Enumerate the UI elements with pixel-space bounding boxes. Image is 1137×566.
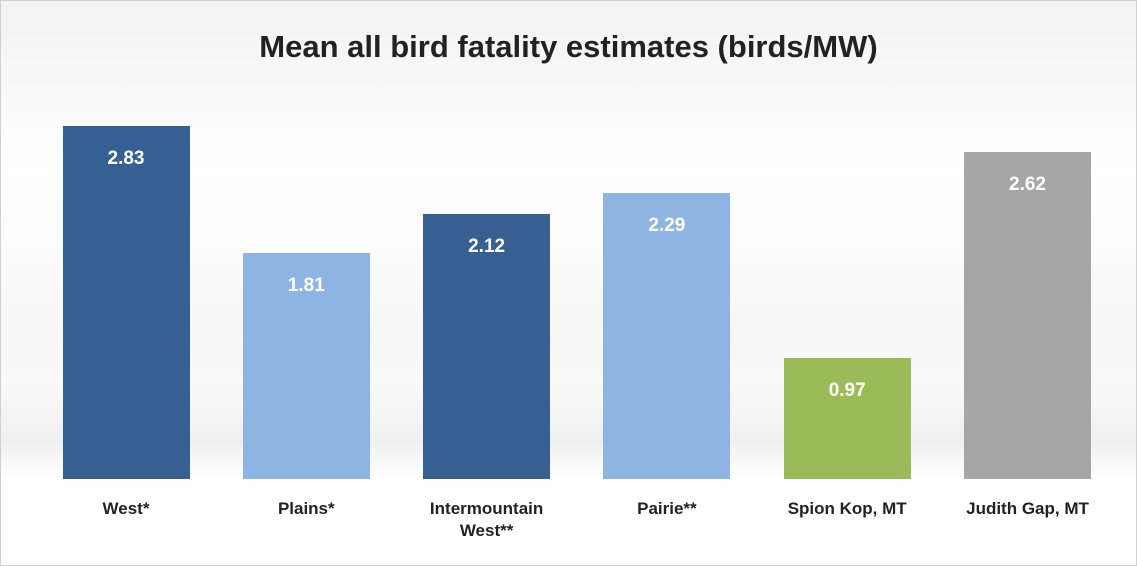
bar [242,253,370,479]
x-tick-label: Pairie** [637,499,697,518]
data-label: 2.12 [468,236,506,258]
x-tick-label: Judith Gap, MT [966,499,1089,518]
bar [423,214,551,479]
bar [603,193,731,479]
x-tick-label: Intermountain West** [429,499,544,540]
floor-shadow [1,381,1136,481]
data-label: 0.97 [828,379,866,401]
x-tick-label: West* [102,499,150,518]
x-tick-label: Spion Kop, MT [787,499,907,518]
bar [783,357,911,479]
data-label: 2.62 [1009,174,1046,196]
data-label: 2.29 [648,215,686,237]
x-tick-label: Plains* [277,499,335,518]
data-label: 2.83 [107,147,145,169]
chart-title: Mean all bird fatality estimates (birds/… [259,29,878,64]
bar [964,152,1091,479]
bar [62,125,190,479]
data-label: 1.81 [287,275,325,297]
